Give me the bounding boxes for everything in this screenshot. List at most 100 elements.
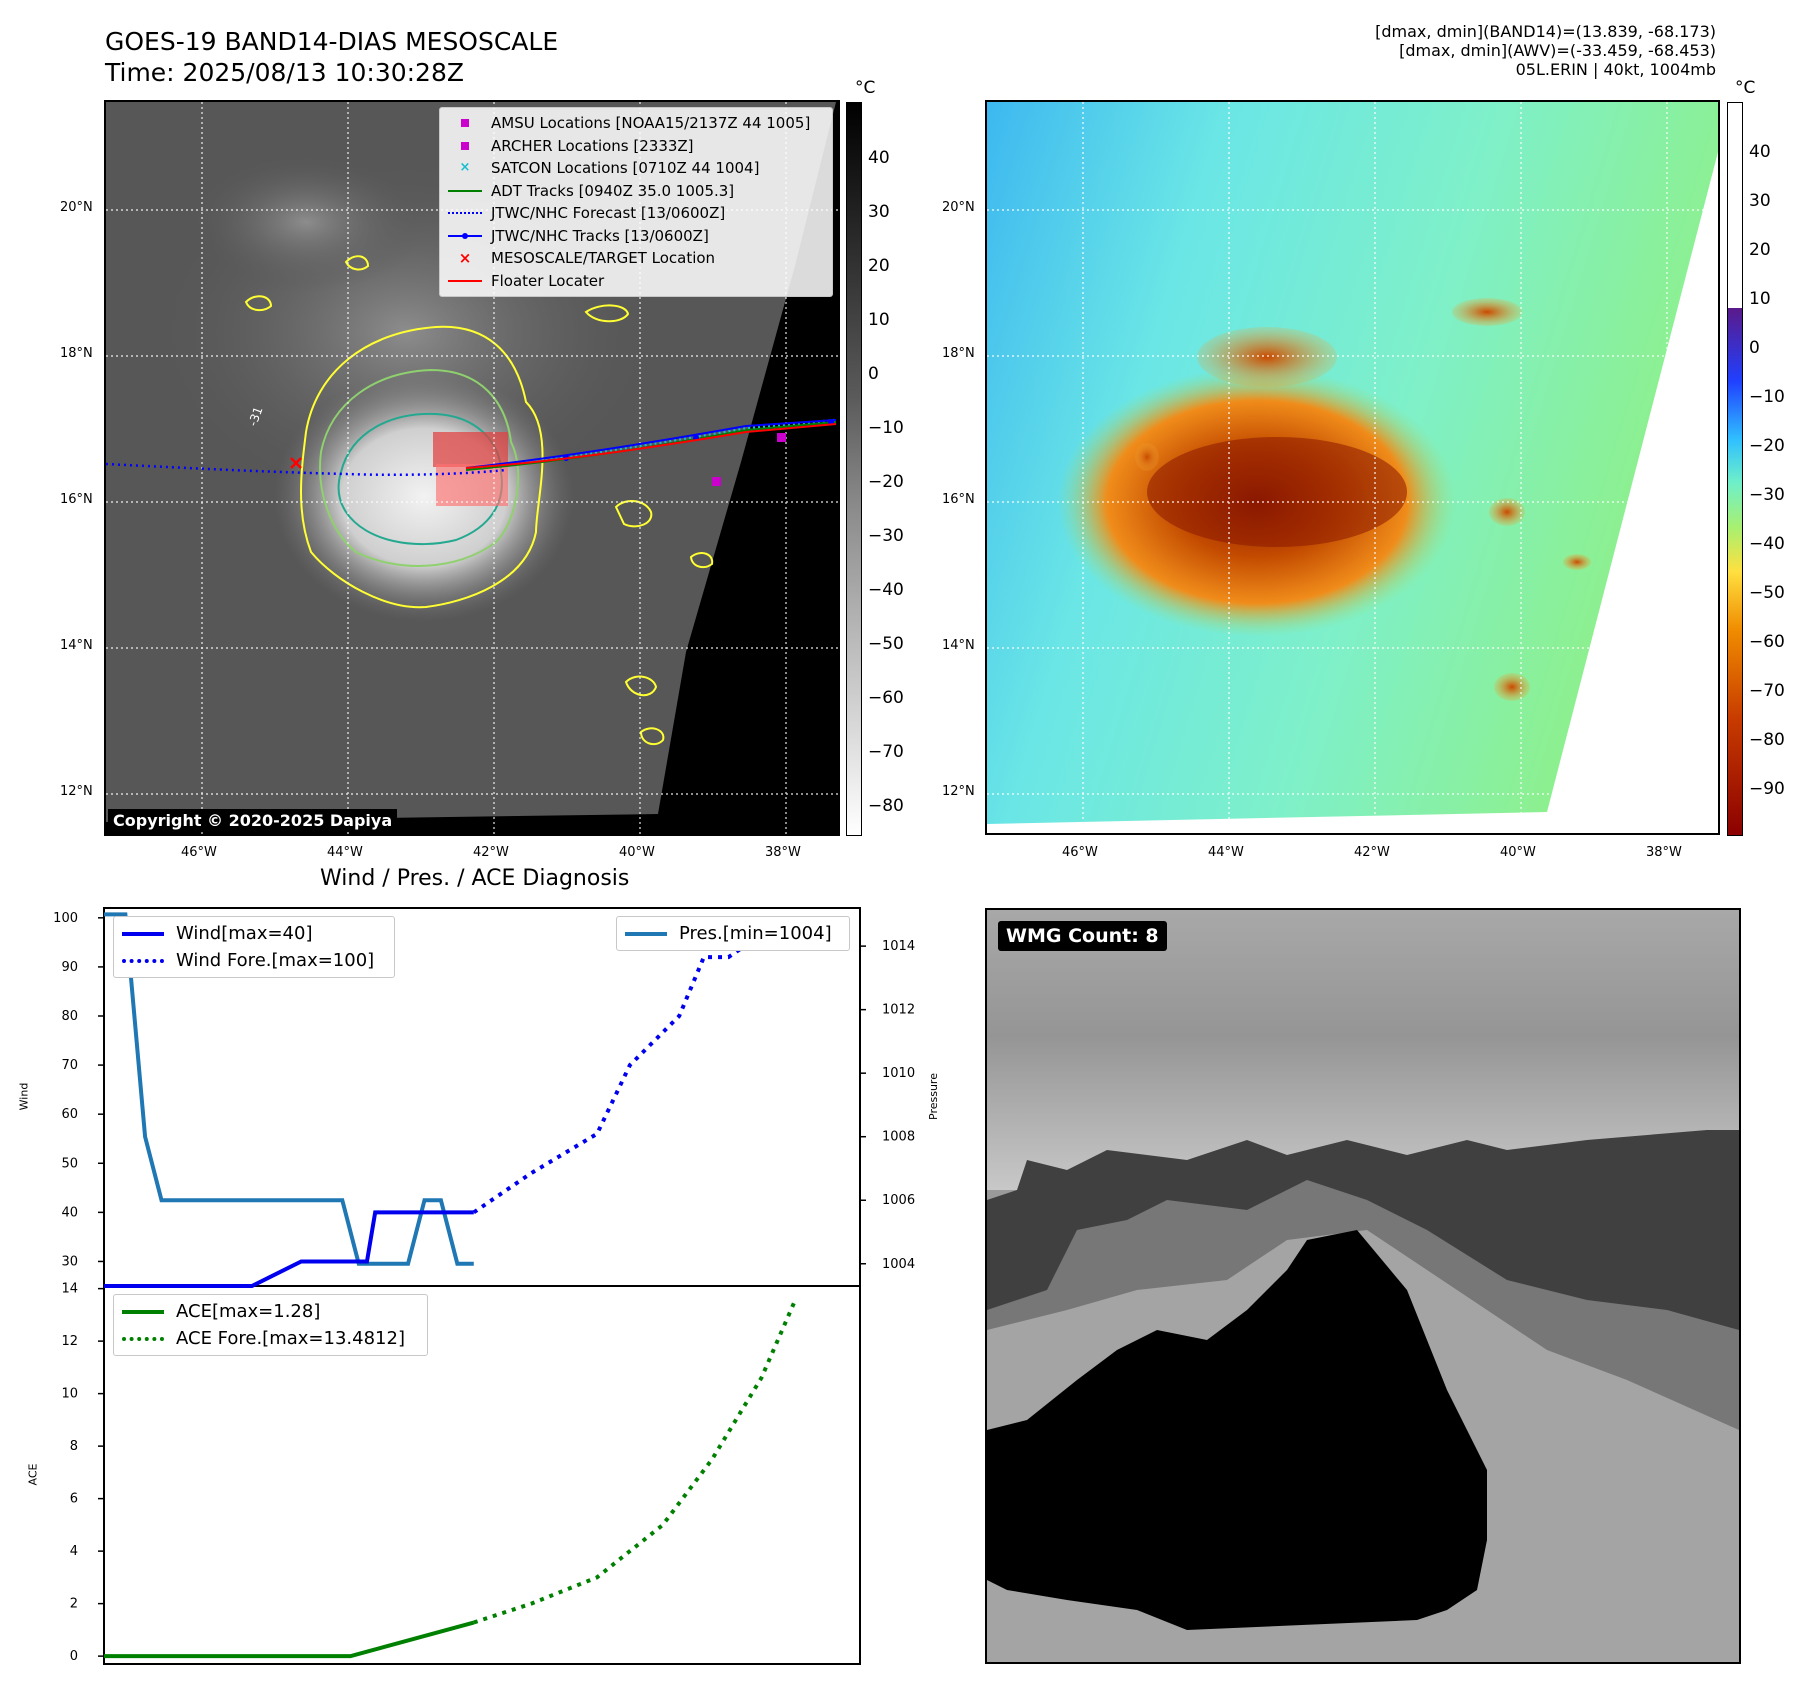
wv-colorbar-tick: −20 [1749,436,1785,456]
title-line-1: GOES-19 BAND14-DIAS MESOSCALE [105,27,559,56]
wv-gridlines [987,102,1718,833]
ir-lon-label: 44°W [327,845,363,860]
dotted-line-icon [448,206,482,220]
line-icon [448,184,482,198]
ir-lon-label: 42°W [473,845,509,860]
wv-cell [1489,498,1525,526]
wind-tick-label: 40 [61,1205,78,1220]
ir-colorbar [846,102,862,836]
legend-item-floater: Floater Locater [448,270,824,293]
legend-item-wind: Wind[max=40] [122,920,386,947]
wv-lon-label: 46°W [1062,845,1098,860]
wind-tick-label: 50 [61,1156,78,1171]
ir-cell [624,675,658,697]
x-marker-icon: × [458,249,472,268]
legend-item-mesoscale: × MESOSCALE/TARGET Location [448,247,824,270]
ir-cloud-haze-nw [186,152,426,292]
line-icon [625,927,667,941]
ace-axis-ticks: 0 2 4 6 8 10 12 14 [61,1282,104,1664]
ir-lon-label: 40°W [619,845,655,860]
ir-colorbar-tick: −40 [868,580,904,600]
wv-lon-label: 40°W [1500,845,1536,860]
pressure-tick-label: 1010 [882,1066,915,1081]
ir-colorbar-tick: 30 [868,202,890,222]
legend-label: ADT Tracks [0940Z 35.0 1005.3] [491,181,735,200]
wv-colorbar-tick: −30 [1749,485,1785,505]
archer-marker [712,477,721,486]
wv-colorbar-tick: −80 [1749,730,1785,750]
ir-contour-green [319,368,520,567]
wv-lat-label: 12°N [942,784,975,799]
satcon-track [465,418,837,470]
wind-tick-label: 30 [61,1254,78,1269]
info-line-2: [dmax, dmin](AWV)=(-33.459, -68.453) [1399,41,1716,60]
ir-colorbar-tick: −10 [868,418,904,438]
legend-item-wind-forecast: Wind Fore.[max=100] [122,947,386,974]
line-icon [448,274,482,288]
wv-lat-label: 14°N [942,638,975,653]
square-marker-icon [448,116,482,130]
wv-cell [1563,554,1591,570]
dotted-line-icon [122,1332,164,1346]
wv-colorbar-tick: −10 [1749,387,1785,407]
wind-tick-label: 100 [53,911,78,926]
wind-pressure-series [104,912,788,1288]
wmg-image [987,910,1739,1662]
ir-colorbar-ticks: 40 30 20 10 0 −10 −20 −30 −40 −50 −60 −7… [868,102,928,834]
ir-colorbar-tick: −80 [868,796,904,816]
wind-forecast-line [472,916,788,1215]
wind-tick-label: 80 [61,1009,78,1024]
pressure-axis-ticks: 1004 1006 1008 1010 1012 1014 [860,939,915,1272]
legend-label: AMSU Locations [NOAA15/2137Z 44 1005] [491,114,811,133]
legend-label: ARCHER Locations [2333Z] [491,136,694,155]
ir-lon-label: 46°W [181,845,217,860]
pressure-tick-label: 1012 [882,1003,915,1018]
pressure-legend: Pres.[min=1004] [616,916,850,951]
square-marker-icon [448,139,482,153]
jtwc-track [465,419,837,469]
ir-colorbar-tick: 0 [868,364,879,384]
legend-label: Floater Locater [491,271,605,290]
ir-colorbar-tick: −50 [868,634,904,654]
ir-cell [584,304,630,323]
pressure-tick-label: 1014 [882,939,915,954]
ir-lon-label: 38°W [765,845,801,860]
wv-colorbar-tick: −40 [1749,534,1785,554]
wind-legend: Wind[max=40] Wind Fore.[max=100] [113,916,395,978]
ir-lat-label: 18°N [60,346,93,361]
ace-tick-label: 6 [70,1492,78,1507]
ir-lat-label: 14°N [60,638,93,653]
ir-contour-yellow [300,325,544,609]
ace-tick-label: 2 [70,1597,78,1612]
legend-item-jtwc: JTWC/NHC Tracks [13/0600Z] [448,225,824,248]
floater-line [465,423,837,469]
info-line-3: 05L.ERIN | 40kt, 1004mb [1515,60,1716,79]
wv-cyclone-inner [1147,437,1407,547]
legend-label: SATCON Locations [0710Z 44 1004] [491,159,760,178]
ace-tick-label: 8 [70,1439,78,1454]
ir-colorbar-tick: −20 [868,472,904,492]
ir-cell [689,552,714,569]
ace-tick-label: 12 [61,1334,78,1349]
wv-lat-label: 16°N [942,492,975,507]
wmg-light-lower [987,1590,1167,1662]
wv-cell [1135,443,1159,471]
title-line-2: Time: 2025/08/13 10:30:28Z [105,58,464,87]
ir-cell [639,727,665,746]
legend-label: ACE Fore.[max=13.4812] [176,1328,405,1349]
ir-colorbar-tick: −60 [868,688,904,708]
ir-lat-label: 16°N [60,492,93,507]
info-line-1: [dmax, dmin](BAND14)=(13.839, -68.173) [1375,22,1716,41]
wind-axis-label: Wind [17,1082,31,1111]
wv-cell [1197,327,1337,387]
ir-colorbar-tick: 20 [868,256,890,276]
legend-label: Pres.[min=1004] [679,923,832,944]
ir-cell [244,295,273,312]
wv-cell [1494,673,1530,701]
wmg-cold-core [987,1230,1487,1630]
wv-image [987,102,1718,833]
ace-line [104,1620,475,1659]
ir-satellite-panel: -31 AMSU Locations [NOAA15/2137Z 44 1005… [104,100,840,836]
ace-tick-label: 4 [70,1544,78,1559]
